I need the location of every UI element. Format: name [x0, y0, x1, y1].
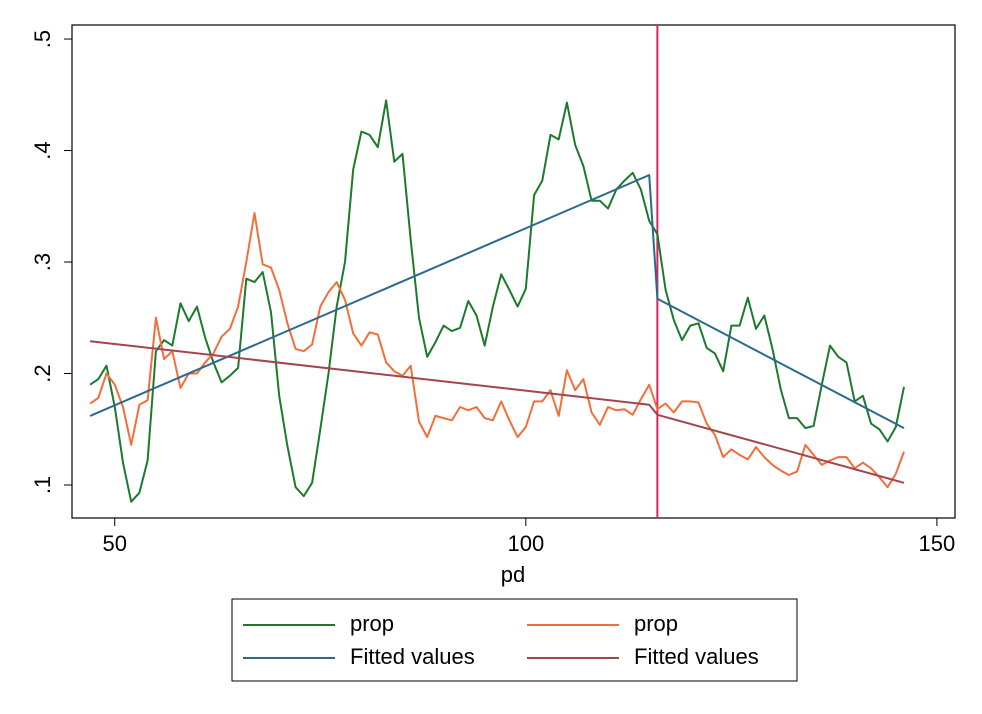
y-tick-label: .3: [30, 253, 55, 271]
x-axis-label: pd: [501, 562, 525, 587]
y-tick-label: .1: [30, 476, 55, 494]
series-line: [89, 212, 905, 489]
legend-label: Fitted values: [350, 644, 475, 669]
y-tick-label: .5: [30, 30, 55, 48]
series-line: [89, 99, 905, 503]
y-tick-label: .2: [30, 364, 55, 382]
series-line: [89, 174, 905, 429]
x-tick-label: 50: [103, 531, 127, 556]
y-tick-label: .4: [30, 141, 55, 159]
legend-label: Fitted values: [634, 644, 759, 669]
legend-label: prop: [634, 611, 678, 636]
x-tick-label: 150: [919, 531, 956, 556]
x-tick-label: 100: [507, 531, 544, 556]
plot-frame: [71, 24, 956, 519]
legend-label: prop: [350, 611, 394, 636]
series-line: [89, 340, 905, 484]
legend-frame: [231, 598, 798, 682]
